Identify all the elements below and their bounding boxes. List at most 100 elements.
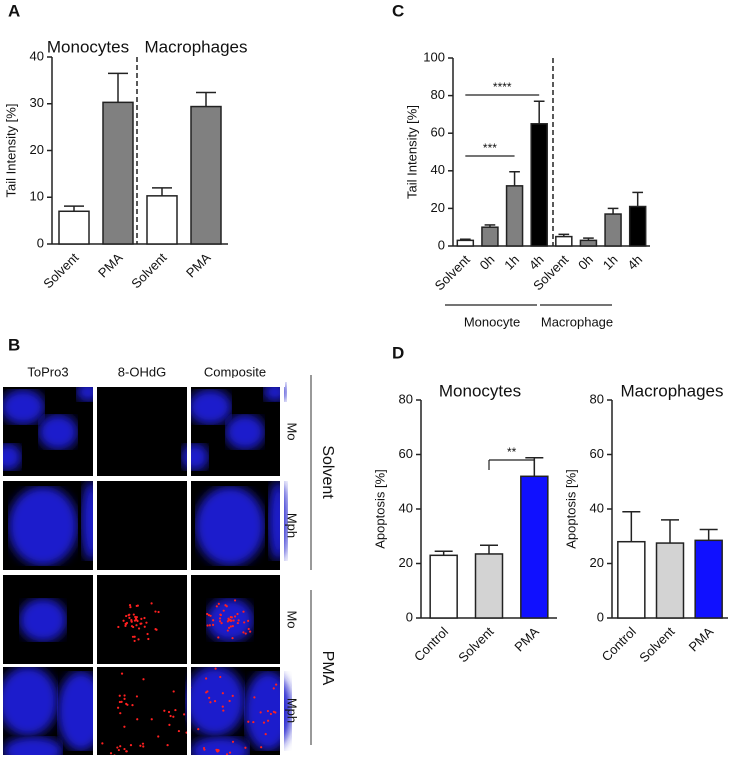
x-tick-label: Solvent bbox=[432, 252, 474, 294]
dna-damage-spot bbox=[173, 690, 175, 692]
nucleus bbox=[181, 443, 209, 471]
dna-damage-spot bbox=[247, 620, 249, 622]
dna-damage-spot bbox=[129, 604, 131, 606]
dna-damage-spot bbox=[247, 721, 249, 723]
dna-damage-spot bbox=[168, 724, 170, 726]
dna-damage-spot bbox=[126, 704, 128, 706]
bar bbox=[630, 207, 646, 246]
dna-damage-spot bbox=[125, 750, 127, 752]
dna-damage-spot bbox=[137, 638, 139, 640]
panel-label: C bbox=[392, 1, 404, 20]
dna-damage-spot bbox=[215, 668, 217, 670]
gutter bbox=[93, 380, 97, 758]
dna-damage-spot bbox=[172, 716, 174, 718]
group-label: Monocyte bbox=[464, 314, 520, 329]
dna-damage-spot bbox=[260, 746, 262, 748]
dna-damage-spot bbox=[142, 743, 144, 745]
dna-damage-spot bbox=[205, 677, 207, 679]
dna-damage-spot bbox=[208, 697, 210, 699]
dna-damage-spot bbox=[209, 701, 211, 703]
dna-damage-spot bbox=[142, 678, 144, 680]
dna-damage-spot bbox=[155, 629, 157, 631]
bar bbox=[531, 124, 547, 246]
x-tick-label: Solvent bbox=[128, 250, 170, 292]
dna-damage-spot bbox=[142, 745, 144, 747]
dna-damage-spot bbox=[125, 615, 127, 617]
y-tick-label: 0 bbox=[37, 235, 44, 250]
dna-damage-spot bbox=[123, 698, 125, 700]
dna-damage-spot bbox=[178, 730, 180, 732]
y-tick-label: 80 bbox=[399, 391, 413, 406]
dna-damage-spot bbox=[129, 606, 131, 608]
dna-damage-spot bbox=[223, 610, 225, 612]
y-tick-label: 30 bbox=[30, 95, 44, 110]
nucleus bbox=[188, 389, 232, 425]
gutter bbox=[0, 570, 285, 573]
dna-damage-spot bbox=[219, 620, 221, 622]
dna-damage-spot bbox=[117, 707, 119, 709]
dna-damage-spot bbox=[168, 711, 170, 713]
y-tick-label: 40 bbox=[399, 500, 413, 515]
group-label: Monocytes bbox=[47, 37, 129, 56]
x-tick-label: 0h bbox=[575, 252, 596, 273]
significance-label: **** bbox=[493, 80, 512, 94]
dna-damage-spot bbox=[116, 746, 118, 748]
dna-damage-spot bbox=[232, 741, 234, 743]
dna-damage-spot bbox=[133, 613, 135, 615]
nucleus bbox=[225, 414, 265, 450]
image-frame bbox=[97, 481, 187, 570]
y-tick-label: 100 bbox=[423, 49, 445, 64]
y-axis-label: Tail Intensity [%] bbox=[404, 105, 419, 199]
x-tick-label: 4h bbox=[624, 252, 645, 273]
dna-damage-spot bbox=[234, 599, 236, 601]
dna-damage-spot bbox=[150, 602, 152, 604]
dna-damage-spot bbox=[126, 622, 128, 624]
panel-label: B bbox=[8, 335, 20, 354]
dna-damage-spot bbox=[270, 713, 272, 715]
bar bbox=[507, 186, 523, 246]
bar bbox=[457, 240, 473, 246]
dna-damage-spot bbox=[236, 613, 238, 615]
y-tick-label: 20 bbox=[590, 555, 604, 570]
gutter bbox=[0, 476, 285, 479]
dna-damage-spot bbox=[136, 695, 138, 697]
dna-damage-spot bbox=[166, 744, 168, 746]
dna-damage-spot bbox=[244, 747, 246, 749]
y-tick-label: 40 bbox=[431, 162, 445, 177]
nucleus bbox=[8, 486, 78, 566]
micrograph bbox=[0, 382, 100, 476]
dna-damage-spot bbox=[232, 625, 234, 627]
dna-damage-spot bbox=[134, 640, 136, 642]
dna-damage-spot bbox=[265, 733, 267, 735]
nucleus bbox=[1, 389, 45, 425]
bar bbox=[605, 214, 621, 246]
dna-damage-spot bbox=[118, 749, 120, 751]
dna-damage-spot bbox=[217, 749, 219, 751]
dna-damage-spot bbox=[206, 613, 208, 615]
dna-damage-spot bbox=[273, 687, 275, 689]
x-tick-label: Solvent bbox=[636, 624, 678, 666]
row-label: Mo bbox=[285, 422, 300, 440]
chart-title: Monocytes bbox=[439, 381, 521, 400]
dna-damage-spot bbox=[219, 617, 221, 619]
gutter bbox=[280, 380, 284, 758]
x-tick-label: 1h bbox=[600, 252, 621, 273]
dna-damage-spot bbox=[267, 710, 269, 712]
y-tick-label: 80 bbox=[431, 87, 445, 102]
nucleus bbox=[19, 598, 67, 642]
micrograph bbox=[97, 575, 187, 664]
dna-damage-spot bbox=[101, 742, 103, 744]
bar bbox=[59, 211, 89, 244]
image-frame bbox=[97, 387, 187, 476]
y-tick-label: 0 bbox=[597, 609, 604, 624]
nucleus bbox=[0, 666, 58, 736]
bar bbox=[476, 554, 503, 618]
bar bbox=[147, 196, 177, 244]
dna-damage-spot bbox=[154, 610, 156, 612]
gutter bbox=[0, 378, 285, 387]
dna-damage-spot bbox=[157, 735, 159, 737]
dna-damage-spot bbox=[139, 623, 141, 625]
dna-damage-spot bbox=[169, 715, 171, 717]
significance-label: *** bbox=[483, 141, 497, 155]
dna-damage-spot bbox=[242, 631, 244, 633]
